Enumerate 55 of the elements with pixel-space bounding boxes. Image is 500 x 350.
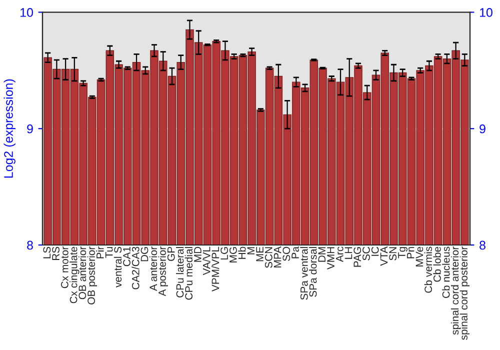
x-tick-label: OB anterior bbox=[78, 246, 86, 300]
x-tick-label: Pir bbox=[96, 246, 104, 258]
x-tick-label: SO bbox=[282, 246, 290, 261]
y-tick-label: 8 bbox=[27, 240, 33, 250]
x-tick-label: DG bbox=[140, 247, 148, 262]
x-tick-label: SPa dorsal bbox=[309, 247, 317, 297]
x-tick-label: VTA bbox=[380, 246, 388, 266]
x-tick-label: Cb nucleus bbox=[442, 246, 450, 298]
x-tick-label: VMH bbox=[327, 247, 334, 270]
x-tick-label: CA2/CA3 bbox=[132, 246, 140, 290]
x-tick-label: spinal cord anterior bbox=[450, 246, 461, 335]
x-tick-label: A posterior bbox=[158, 246, 168, 296]
x-tick-label: SN bbox=[389, 247, 397, 260]
x-tick-label: LG bbox=[220, 247, 228, 260]
x-tick-label: OB posterior bbox=[87, 246, 98, 304]
x-tick-label: Hb bbox=[238, 246, 246, 259]
x-tick-label: SCN bbox=[264, 247, 272, 268]
y-axis-title: Log2 (expression) bbox=[4, 79, 16, 178]
x-tick-label: ME bbox=[256, 246, 264, 262]
x-tick-label: Arc bbox=[336, 246, 344, 262]
x-tick-label: Pa bbox=[292, 246, 299, 258]
x-tick-label: LH bbox=[344, 247, 352, 259]
x-tick-label: Cx motor bbox=[60, 246, 68, 288]
x-tick-label: VA/VL bbox=[202, 246, 210, 276]
x-tick-label: VPM/VPL bbox=[211, 246, 220, 292]
x-tick-label: SC bbox=[362, 246, 370, 260]
x-tick-label: ventral S bbox=[114, 246, 122, 288]
x-tick-label: CPu medial bbox=[184, 247, 193, 300]
x-tick-label: RS bbox=[52, 246, 60, 260]
x-tick-label: MPA bbox=[274, 246, 282, 268]
x-tick-label: SPa ventral bbox=[300, 247, 308, 300]
x-tick-label: CPu lateral bbox=[176, 247, 184, 298]
y-tick-label: 10 bbox=[20, 8, 33, 17]
x-tick-label: M bbox=[247, 247, 255, 254]
x-tick-label: DM bbox=[318, 247, 326, 262]
x-tick-label: MD bbox=[194, 246, 202, 262]
x-tick-label: Pn bbox=[406, 247, 414, 258]
x-tick-label: MG bbox=[229, 247, 237, 262]
x-tick-label: CA1 bbox=[123, 246, 130, 266]
y-tick-label: 9 bbox=[27, 124, 33, 134]
x-tick-label: PAG bbox=[354, 247, 362, 267]
y2-tick-label: 10 bbox=[480, 8, 492, 17]
x-tick-label: Cb vermis bbox=[424, 246, 432, 293]
x-tick-label: spinal cord posterior bbox=[460, 246, 470, 340]
x-tick-label: MVe bbox=[416, 246, 424, 266]
x-tick-label: IC bbox=[371, 246, 379, 256]
x-tick-label: LS bbox=[43, 246, 51, 258]
x-tick-label: Tu bbox=[105, 247, 113, 258]
x-tick-label: Tg bbox=[398, 247, 408, 258]
y2-tick-label: 9 bbox=[480, 124, 486, 134]
x-tick-label: Cb lobe bbox=[433, 246, 441, 282]
x-tick-label: GP bbox=[167, 246, 175, 261]
y2-tick-label: 8 bbox=[480, 240, 486, 250]
x-tick-label: Cx cingulate bbox=[70, 246, 80, 304]
x-tick-label: A anterior bbox=[149, 246, 158, 291]
